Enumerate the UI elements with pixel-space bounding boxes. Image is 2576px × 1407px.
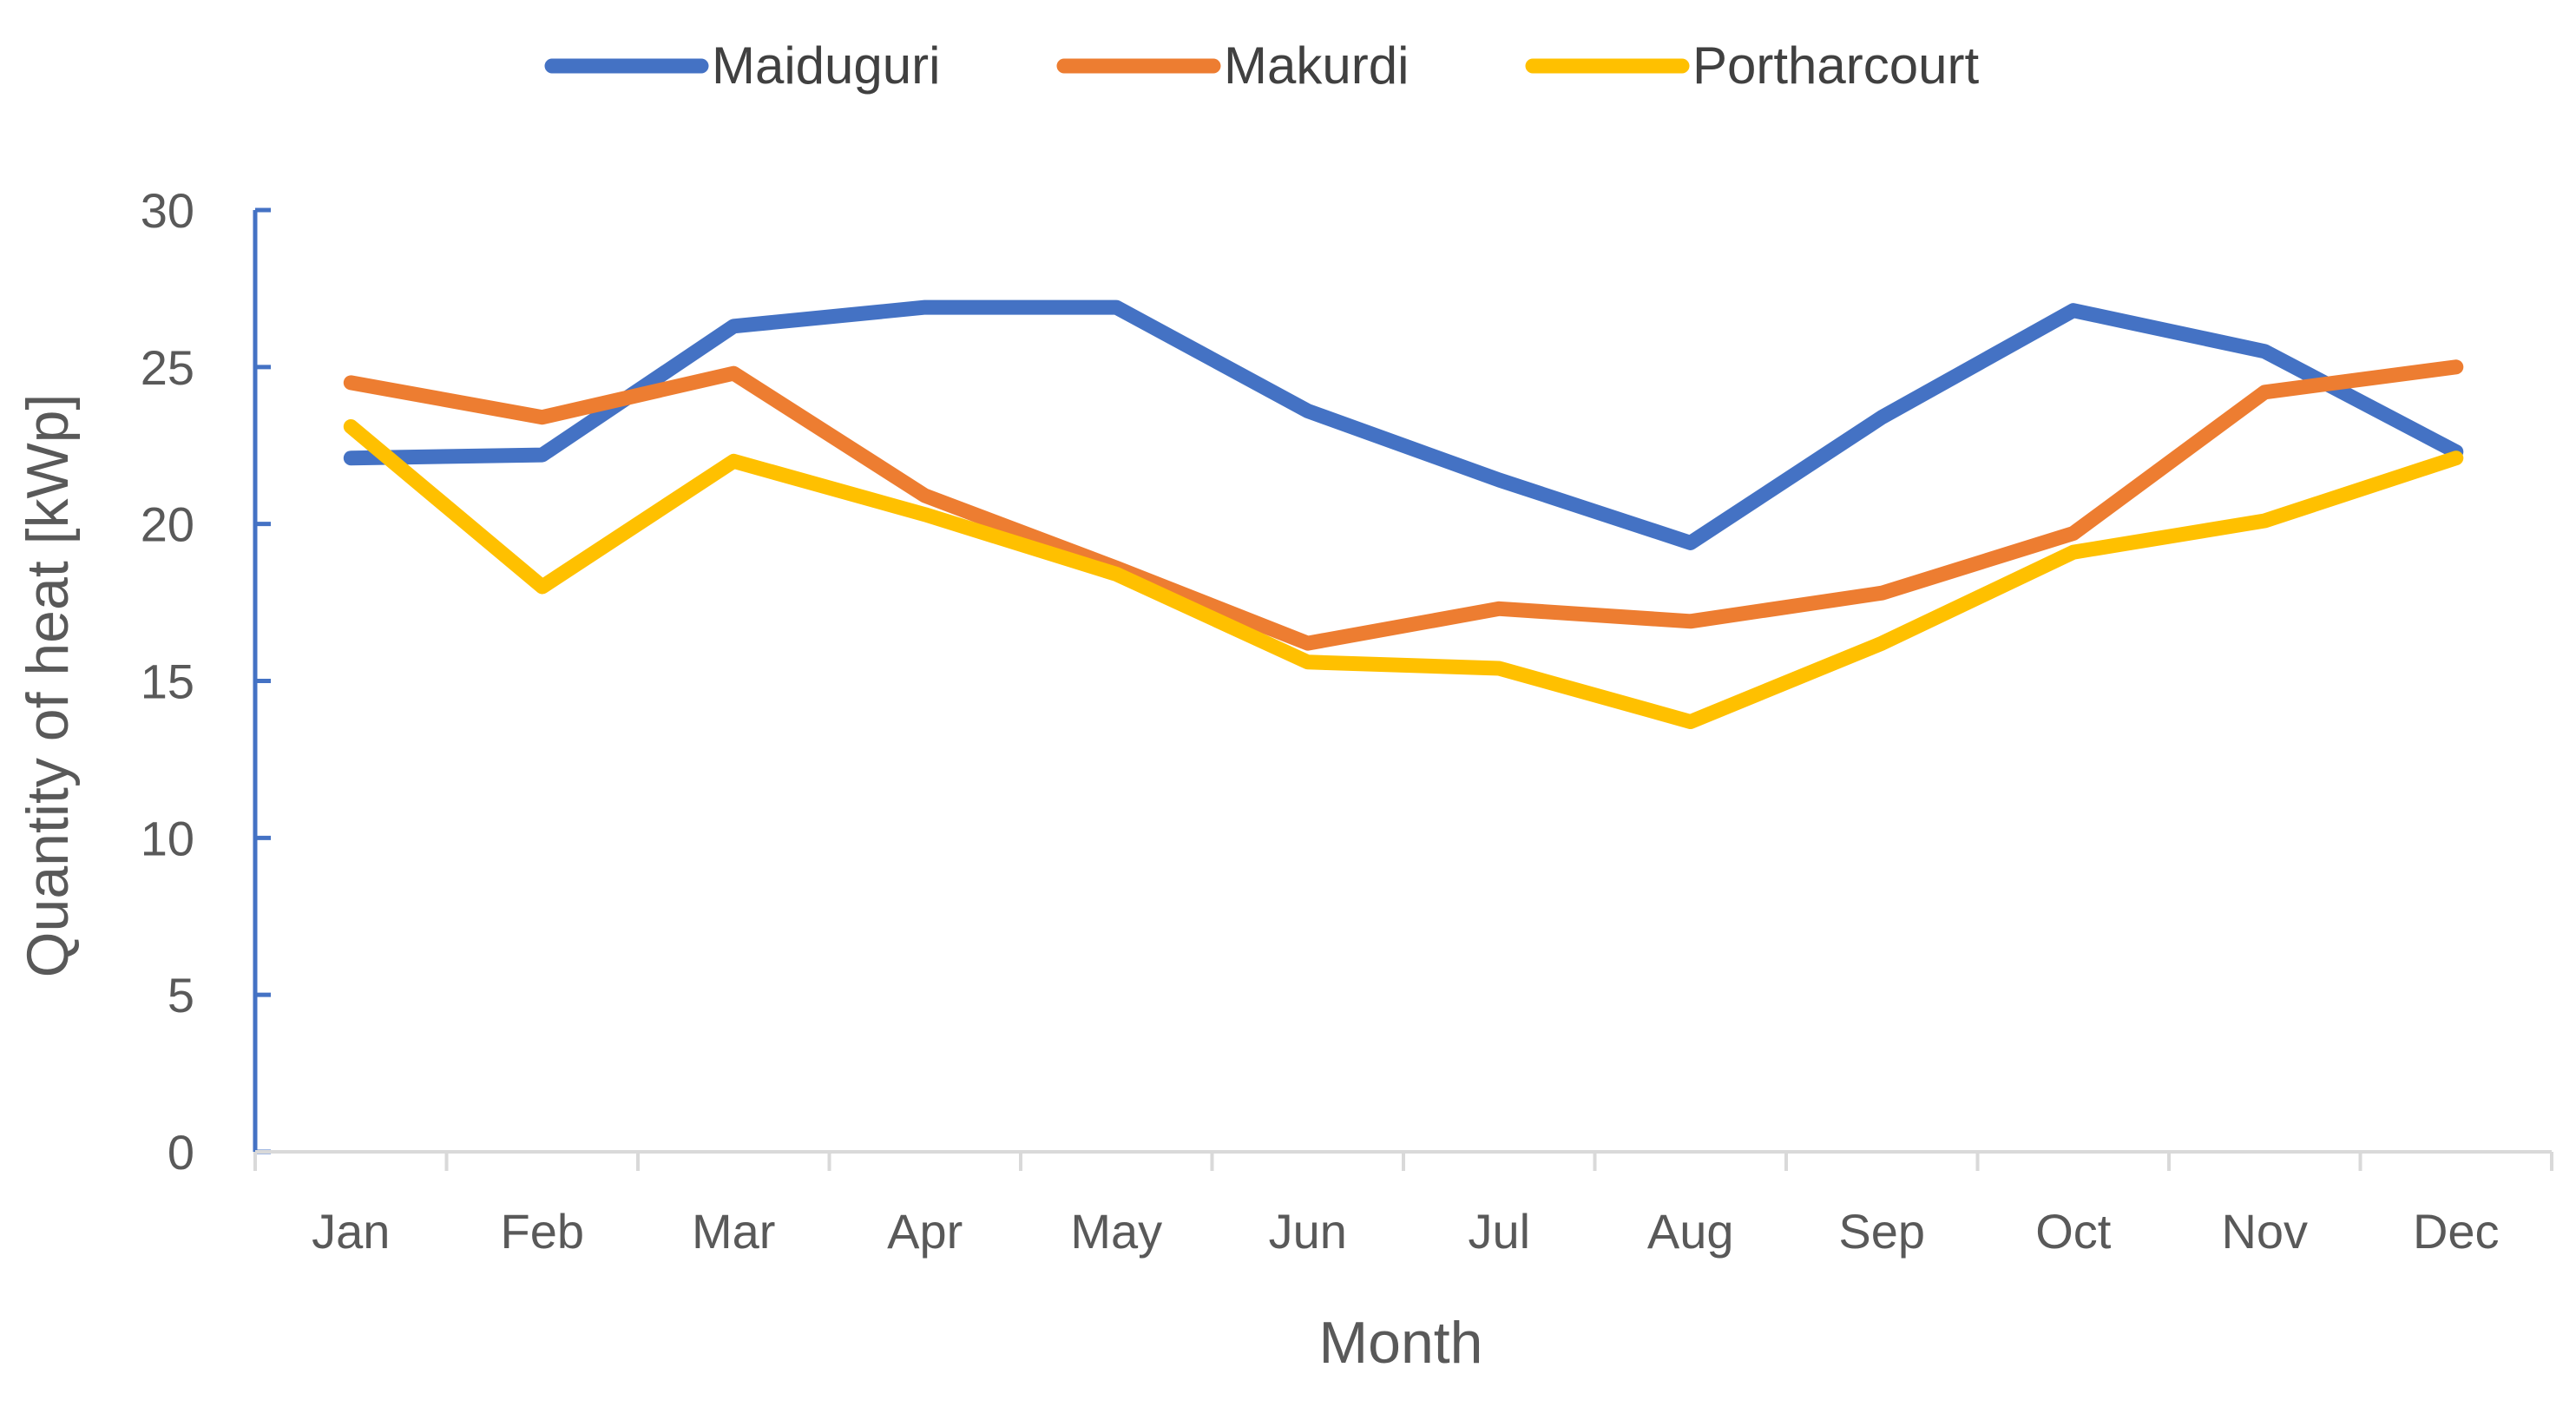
series-line-maiduguri bbox=[343, 299, 2464, 550]
series-line-makurdi bbox=[343, 359, 2464, 651]
x-axis: Jan Feb Mar Apr May Jun Jul Aug Sep Oct Nov Dec bbox=[253, 1150, 2553, 1259]
x-tick-label: Mar bbox=[692, 1204, 775, 1259]
legend-label: Makurdi bbox=[1224, 36, 1409, 95]
y-tick-label: 10 bbox=[141, 811, 194, 865]
x-tick-label: Dec bbox=[2413, 1204, 2500, 1259]
y-axis: 0 5 10 15 20 25 30 bbox=[141, 183, 271, 1180]
series-layer bbox=[343, 299, 2464, 729]
x-tick-label: Nov bbox=[2221, 1204, 2308, 1259]
x-tick-label: Jun bbox=[1269, 1204, 1347, 1259]
y-tick-label: 20 bbox=[141, 497, 194, 552]
y-axis-title: Quantity of heat [kWp] bbox=[15, 394, 81, 978]
y-tick-label: 30 bbox=[141, 183, 194, 238]
y-tick-label: 0 bbox=[168, 1125, 194, 1180]
legend-label: Maiduguri bbox=[712, 36, 940, 95]
legend: Maiduguri Makurdi Portharcourt bbox=[544, 36, 1979, 95]
x-tick-label: May bbox=[1070, 1204, 1162, 1259]
x-tick-label: Jan bbox=[312, 1204, 390, 1259]
x-tick-label: Apr bbox=[887, 1204, 963, 1259]
series-line-portharcourt bbox=[343, 419, 2464, 729]
x-tick-label: Aug bbox=[1647, 1204, 1734, 1259]
y-tick-label: 5 bbox=[168, 968, 194, 1022]
x-axis-title: Month bbox=[1319, 1310, 1483, 1376]
y-tick-label: 25 bbox=[141, 340, 194, 395]
x-tick-label: Jul bbox=[1468, 1204, 1530, 1259]
x-tick-label: Oct bbox=[2035, 1204, 2112, 1259]
y-tick-label: 15 bbox=[141, 654, 194, 709]
legend-label: Portharcourt bbox=[1692, 36, 1979, 95]
x-tick-label: Feb bbox=[501, 1204, 585, 1259]
x-tick-label: Sep bbox=[1838, 1204, 1925, 1259]
